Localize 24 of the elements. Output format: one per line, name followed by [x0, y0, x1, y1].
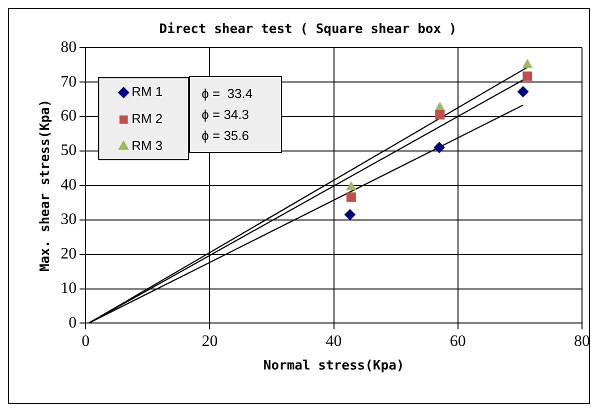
legend-label: RM 3 — [132, 138, 163, 154]
x-tick-label: 0 — [82, 333, 90, 350]
x-tick-label: 20 — [202, 333, 218, 350]
x-tick-label: 40 — [326, 333, 342, 350]
y-tick-label: 60 — [60, 108, 77, 125]
note-box: ϕ = 33.4 ϕ = 34.3 ϕ = 35.6 — [188, 76, 282, 153]
legend-label: RM 2 — [132, 111, 163, 126]
y-tick-label: 70 — [60, 73, 77, 90]
annotation: ϕ = 35.6 — [202, 126, 250, 145]
x-tick-label: 80 — [574, 333, 590, 350]
chart-title: Direct shear test ( Square shear box ) — [159, 22, 457, 38]
legend-label: RM 1 — [132, 84, 163, 100]
annotation: ϕ = 33.4 — [202, 84, 254, 103]
x-axis-title: Normal stress(Kpa) — [263, 358, 404, 374]
y-tick-label: 0 — [68, 314, 77, 332]
y-tick-label: 80 — [60, 38, 77, 56]
y-tick-label: 30 — [60, 211, 77, 228]
y-tick-label: 50 — [60, 142, 77, 160]
annotation: ϕ = 34.3 — [202, 106, 250, 124]
y-tick-label: 10 — [60, 280, 77, 297]
x-tick-label: 60 — [450, 333, 466, 350]
y-tick-label: 40 — [60, 176, 77, 194]
y-axis-title: Max. shear stress(Kpa) — [38, 99, 54, 272]
y-tick-label: 20 — [60, 246, 77, 263]
